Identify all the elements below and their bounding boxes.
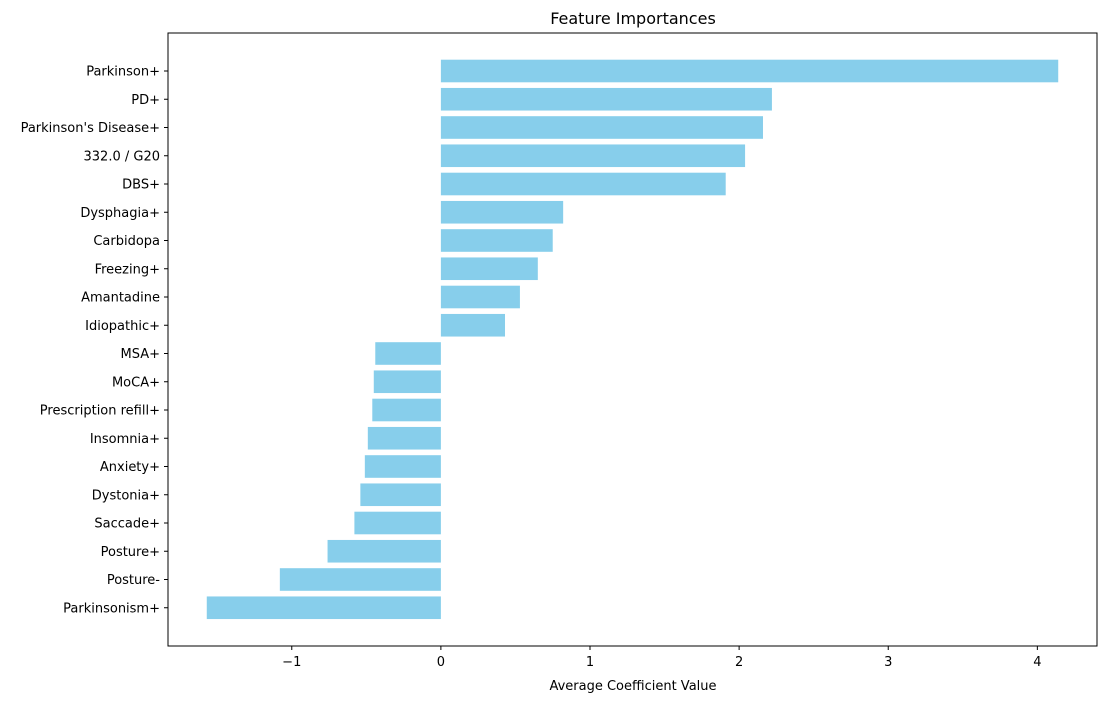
bar xyxy=(206,596,441,620)
x-tick-label: 4 xyxy=(1033,655,1041,670)
bar xyxy=(367,426,441,450)
y-tick-label: MoCA+ xyxy=(112,375,160,390)
y-tick-label: Freezing+ xyxy=(95,262,160,277)
bar xyxy=(440,144,746,168)
x-tick-label: 3 xyxy=(884,655,892,670)
y-tick-label: Amantadine xyxy=(81,291,160,306)
x-tick-label: 2 xyxy=(735,655,743,670)
bars-group xyxy=(206,59,1059,620)
y-tick-label: Parkinson's Disease+ xyxy=(21,121,160,136)
y-tick-label: Parkinson+ xyxy=(86,65,160,80)
bar xyxy=(440,257,538,281)
y-tick-label: Prescription refill+ xyxy=(40,404,160,419)
x-axis-ticks: −1 0 1 2 3 4 xyxy=(282,646,1041,670)
bar xyxy=(327,539,441,563)
bar xyxy=(360,483,441,507)
x-tick-label: 1 xyxy=(586,655,594,670)
x-axis-label: Average Coefficient Value xyxy=(549,679,716,694)
x-tick-label: 0 xyxy=(437,655,445,670)
bar xyxy=(375,342,441,365)
y-tick-label: PD+ xyxy=(131,93,160,108)
chart-title: Feature Importances xyxy=(550,9,716,28)
bar xyxy=(373,370,441,394)
y-tick-label: Insomnia+ xyxy=(90,432,160,447)
bar xyxy=(440,172,726,196)
y-tick-label: Anxiety+ xyxy=(100,460,160,475)
plot-frame xyxy=(167,32,1098,647)
y-tick-label: Dysphagia+ xyxy=(80,206,160,221)
bar xyxy=(440,200,564,224)
y-tick-label: 332.0 / G20 xyxy=(84,149,160,164)
y-tick-label: Saccade+ xyxy=(94,517,160,532)
bar xyxy=(372,398,441,422)
bar xyxy=(354,511,441,535)
bar xyxy=(364,455,441,478)
y-tick-label: Dystonia+ xyxy=(92,488,160,503)
bar xyxy=(440,59,1059,83)
y-tick-label: Posture- xyxy=(107,573,160,588)
y-tick-label: Carbidopa xyxy=(93,234,160,249)
bar xyxy=(440,116,763,139)
bar xyxy=(440,229,553,252)
y-tick-label: Parkinsonism+ xyxy=(63,601,160,616)
y-tick-labels: Parkinson+ PD+ Parkinson's Disease+ 332.0 /… xyxy=(21,65,168,616)
y-tick-label: MSA+ xyxy=(121,347,161,362)
y-tick-label: Idiopathic+ xyxy=(85,319,160,334)
bar xyxy=(279,568,441,591)
y-tick-label: DBS+ xyxy=(122,178,160,193)
bar xyxy=(440,87,772,111)
y-tick-label: Posture+ xyxy=(101,545,160,560)
bar xyxy=(440,285,520,309)
bar xyxy=(440,313,506,337)
x-tick-label: −1 xyxy=(282,655,301,670)
